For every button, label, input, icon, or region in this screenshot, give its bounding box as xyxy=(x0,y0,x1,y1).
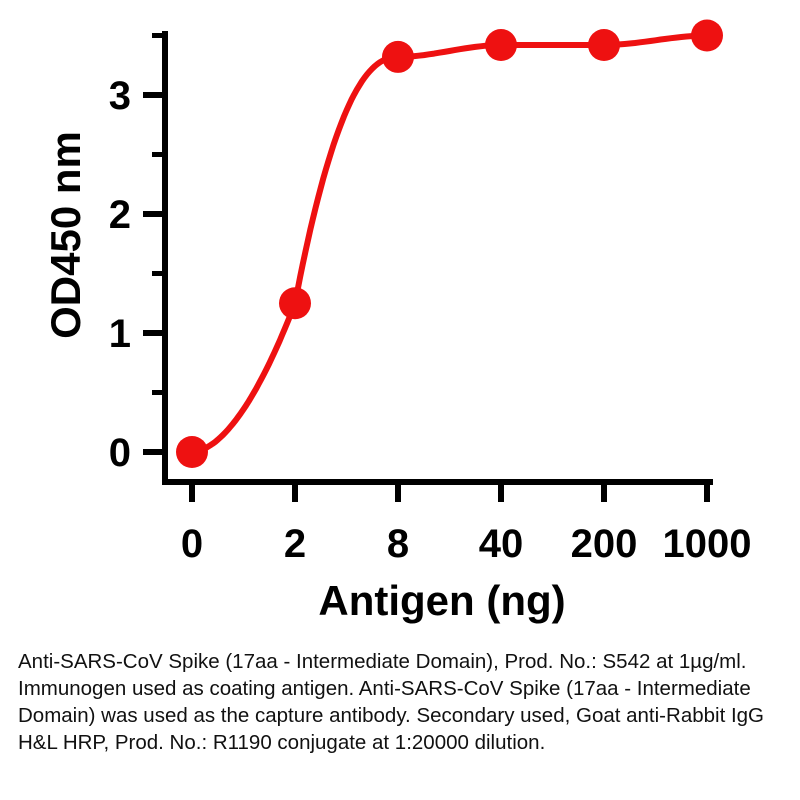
data-points xyxy=(176,19,723,468)
x-axis-title: Antigen (ng) xyxy=(318,577,565,624)
y-tick-label: 3 xyxy=(109,74,131,118)
x-tick-label: 0 xyxy=(181,522,203,566)
x-tick-label: 2 xyxy=(284,522,306,566)
axes xyxy=(162,31,713,485)
data-point xyxy=(176,436,208,468)
data-point xyxy=(485,29,517,62)
y-tick-label: 2 xyxy=(109,193,131,237)
ticks xyxy=(143,33,710,502)
elisa-chart: 0 1 2 3 0 2 8 40 200 1000 Antigen (ng) OD450 nm xyxy=(42,19,752,624)
x-tick-label: 8 xyxy=(387,522,409,566)
x-tick-label: 40 xyxy=(479,522,524,566)
data-point xyxy=(279,287,311,320)
data-point xyxy=(382,40,414,73)
y-tick-label: 1 xyxy=(109,312,131,356)
data-point xyxy=(588,29,620,62)
y-tick-label: 0 xyxy=(109,431,131,475)
tick-labels: 0 1 2 3 0 2 8 40 200 1000 xyxy=(109,74,752,566)
y-axis-title: OD450 nm xyxy=(42,131,89,339)
data-point xyxy=(691,19,723,52)
x-tick-label: 200 xyxy=(571,522,638,566)
x-tick-label: 1000 xyxy=(663,522,752,566)
fit-curve xyxy=(189,32,710,455)
figure-caption: Anti-SARS-CoV Spike (17aa - Intermediate… xyxy=(18,650,765,754)
